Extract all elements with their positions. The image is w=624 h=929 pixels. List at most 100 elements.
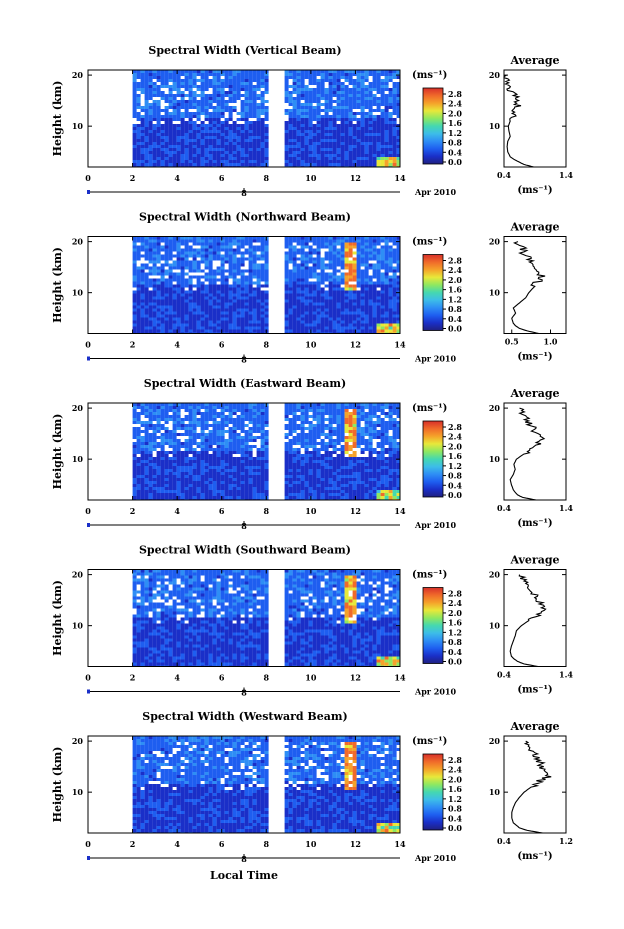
- heatmap-cell: [248, 97, 253, 100]
- heatmap-cell: [364, 148, 369, 151]
- heatmap-cell: [284, 311, 289, 315]
- heatmap-cell: [132, 284, 137, 288]
- heatmap-cell: [396, 124, 400, 127]
- heatmap-cell: [284, 76, 289, 79]
- heatmap-cell: [172, 481, 177, 484]
- heatmap-cell: [396, 329, 400, 333]
- heatmap-cell: [196, 403, 201, 406]
- heatmap-cell: [172, 124, 177, 127]
- heatmap-cell: [356, 278, 361, 282]
- heatmap-cell: [168, 139, 173, 142]
- heatmap-cell: [296, 266, 301, 270]
- heatmap-cell: [152, 326, 157, 330]
- heatmap-cell: [264, 130, 269, 133]
- heatmap-cell: [144, 266, 149, 270]
- heatmap-cell: [220, 151, 225, 154]
- heatmap-cell: [224, 293, 229, 297]
- heatmap-cell: [156, 269, 161, 273]
- heatmap-cell: [364, 127, 369, 130]
- heatmap-cell: [248, 320, 253, 324]
- heatmap-cell: [176, 326, 181, 330]
- heatmap-cell: [136, 412, 141, 415]
- heatmap-cell: [144, 236, 149, 240]
- heatmap-cell: [308, 157, 313, 160]
- heatmap-cell: [188, 469, 193, 472]
- heatmap-cell: [152, 133, 157, 136]
- heatmap-cell: [140, 239, 145, 243]
- heatmap-cell: [384, 320, 389, 324]
- heatmap-cell: [232, 433, 237, 436]
- heatmap-cell: [352, 151, 357, 154]
- heatmap-cell: [260, 151, 265, 154]
- heatmap-cell: [328, 133, 333, 136]
- heatmap-cell: [152, 460, 157, 463]
- heatmap-cell: [248, 406, 253, 409]
- heatmap-cell: [300, 139, 305, 142]
- heatmap-cell: [188, 275, 193, 279]
- heatmap-cell: [324, 254, 329, 258]
- heatmap-cell: [144, 115, 149, 118]
- heatmap-cell: [348, 314, 353, 318]
- heatmap-cell: [208, 311, 213, 315]
- heatmap-cell: [332, 308, 337, 312]
- heatmap-cell: [152, 157, 157, 160]
- heatmap-cell: [216, 254, 221, 258]
- heatmap-cell: [176, 106, 181, 109]
- heatmap-cell: [228, 118, 233, 121]
- heatmap-cell: [308, 118, 313, 121]
- heatmap-cell: [336, 157, 341, 160]
- heatmap-cell: [200, 314, 205, 318]
- heatmap-cell: [284, 263, 289, 267]
- heatmap-cell: [380, 326, 385, 330]
- heatmap-cell: [316, 103, 321, 106]
- heatmap-cell: [228, 145, 233, 148]
- heatmap-cell: [192, 415, 197, 418]
- heatmap-cell: [208, 142, 213, 145]
- heatmap-cell: [156, 112, 161, 115]
- heatmap-cell: [184, 76, 189, 79]
- heatmap-cell: [304, 163, 309, 166]
- heatmap-cell: [328, 239, 333, 243]
- heatmap-cell: [216, 97, 221, 100]
- heatmap-cell: [204, 412, 209, 415]
- heatmap-cell: [244, 433, 249, 436]
- heatmap-cell: [140, 284, 145, 288]
- heatmap-cell: [360, 79, 365, 82]
- heatmap-cell: [132, 463, 137, 466]
- heatmap-cell: [308, 106, 313, 109]
- x-tick-label: 4: [174, 173, 180, 183]
- heatmap-cell: [316, 323, 321, 327]
- heatmap-cell: [132, 142, 137, 145]
- heatmap-cell: [176, 403, 181, 406]
- heatmap-cell: [320, 97, 325, 100]
- heatmap-cell: [196, 311, 201, 315]
- heatmap-cell: [368, 127, 373, 130]
- heatmap-cell: [344, 236, 349, 240]
- heatmap-cell: [204, 311, 209, 315]
- profile-line: [503, 74, 534, 168]
- heatmap-cell: [196, 118, 201, 121]
- heatmap-cell: [368, 329, 373, 333]
- heatmap-cell: [320, 136, 325, 139]
- heatmap-cell: [192, 490, 197, 493]
- heatmap-cell: [184, 323, 189, 327]
- heatmap-cell: [208, 160, 213, 163]
- heatmap-cell: [168, 436, 173, 439]
- heatmap-cell: [356, 118, 361, 121]
- heatmap-cell: [256, 430, 261, 433]
- heatmap-cell: [312, 151, 317, 154]
- heatmap-cell: [328, 70, 333, 73]
- heatmap-cell: [344, 79, 349, 82]
- heatmap-cell: [192, 448, 197, 451]
- heatmap-cell: [152, 154, 157, 157]
- heatmap-cell: [384, 314, 389, 318]
- heatmap-cell: [236, 127, 241, 130]
- heatmap-cell: [176, 314, 181, 318]
- heatmap-cell: [132, 281, 137, 285]
- heatmap-cell: [208, 305, 213, 309]
- heatmap-cell: [156, 460, 161, 463]
- y-tick-label: 20: [72, 237, 84, 247]
- heatmap-cell: [260, 236, 265, 240]
- heatmap-cell: [204, 163, 209, 166]
- heatmap-cell: [352, 94, 357, 97]
